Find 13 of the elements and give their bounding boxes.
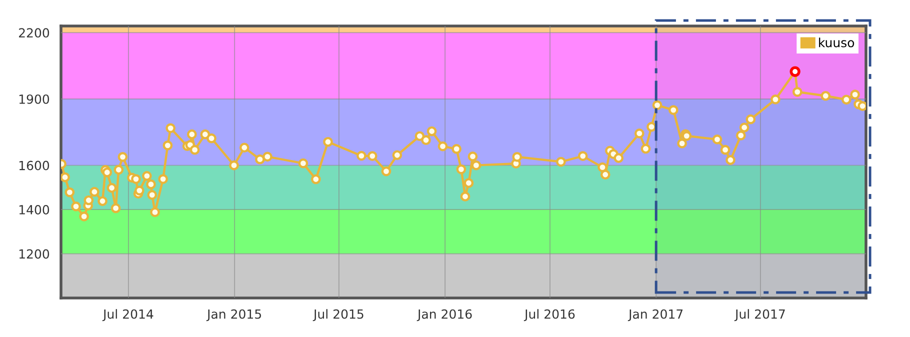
x-tick-label: Jul 2016	[524, 309, 575, 322]
x-tick-label: Jan 2015	[206, 309, 262, 322]
y-tick-label: 2200	[18, 28, 50, 38]
x-tick-label: Jul 2014	[102, 309, 154, 322]
x-tick-label: Jan 2016	[416, 309, 472, 322]
y-tick-label: 1600	[19, 160, 50, 170]
y-tick-label: 1200	[19, 249, 50, 259]
x-tick-label: Jul 2017	[734, 309, 785, 322]
x-tick-label: Jan 2017	[628, 309, 683, 322]
x-tick-label: Jul 2015	[312, 309, 364, 322]
y-tick-label: 1400	[19, 205, 50, 214]
legend-label: kuuso	[819, 38, 854, 48]
y-tick-label: 1900	[19, 94, 50, 104]
